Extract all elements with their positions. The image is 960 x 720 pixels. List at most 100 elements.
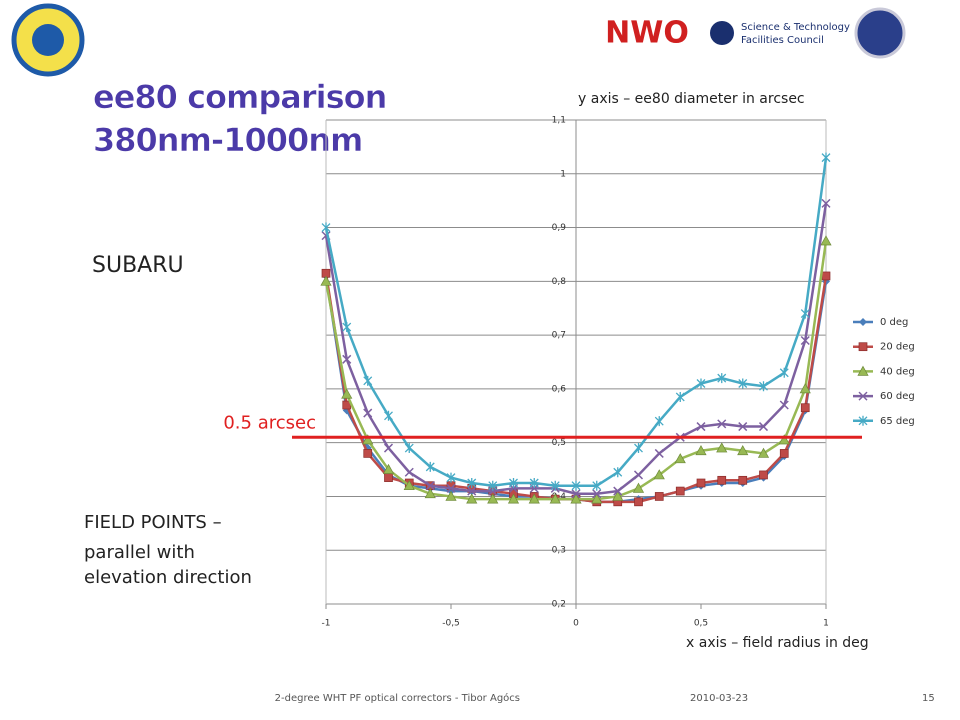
marker [384, 473, 393, 482]
marker [654, 492, 664, 501]
y-axis-label: y axis – ee80 diameter in arcsec [578, 91, 805, 107]
marker [696, 422, 706, 432]
marker [613, 467, 623, 478]
marker [857, 365, 869, 376]
y-tick-label: 0,3 [552, 546, 566, 556]
y-tick-label: 0,5 [552, 438, 566, 448]
marker [363, 408, 373, 418]
marker [758, 422, 769, 432]
marker [821, 152, 831, 163]
y-tick-label: 0,8 [552, 277, 567, 287]
x-tick-label: 0 [573, 619, 579, 629]
institute-logo [854, 7, 906, 59]
marker [341, 388, 353, 399]
marker [320, 275, 332, 286]
marker [509, 478, 518, 488]
y-tick-label: 0,2 [552, 600, 566, 610]
stfc-logo [710, 21, 734, 45]
marker [425, 481, 435, 491]
marker [634, 443, 643, 454]
marker [549, 493, 561, 504]
marker [363, 375, 373, 386]
marker [467, 486, 477, 496]
marker [403, 479, 415, 491]
slide-title: ee80 comparison [93, 78, 386, 116]
marker [858, 415, 868, 426]
marker [779, 449, 789, 458]
legend-label: 60 deg [880, 391, 915, 402]
x-axis-label: x axis – field radius in deg [686, 635, 869, 651]
threshold-label: 0.5 arcsec [223, 412, 316, 433]
marker [717, 419, 727, 429]
ing-logo-center [32, 24, 64, 56]
x-tick-label: -1 [322, 619, 331, 629]
marker [858, 391, 868, 401]
marker [404, 467, 414, 477]
y-tick-label: 1,1 [552, 116, 566, 126]
marker [592, 480, 602, 491]
marker [759, 381, 768, 392]
marker [445, 490, 457, 501]
marker [363, 449, 373, 458]
marker [613, 486, 623, 496]
marker [859, 318, 867, 326]
marker [425, 461, 435, 472]
marker [466, 493, 478, 504]
marker [799, 383, 811, 394]
marker [675, 486, 685, 496]
marker [487, 493, 499, 504]
marker [404, 443, 414, 454]
stfc-text: Facilities Council [741, 35, 824, 46]
marker [717, 475, 727, 485]
y-tick-label: 0,7 [552, 331, 566, 341]
marker [696, 478, 706, 488]
nwo-logo: NWO [605, 16, 689, 51]
legend-label: 0 deg [880, 317, 908, 328]
marker [778, 434, 790, 445]
marker [820, 235, 832, 246]
marker [779, 367, 789, 378]
page-number: 15 [922, 693, 935, 704]
marker [633, 470, 644, 480]
legend-label: 40 deg [880, 366, 915, 377]
marker [821, 198, 831, 208]
marker [362, 434, 374, 445]
note: parallel with [84, 542, 195, 563]
marker [570, 493, 582, 504]
marker [653, 469, 665, 480]
marker [674, 453, 686, 464]
marker [488, 480, 498, 491]
marker [738, 422, 748, 432]
marker [446, 472, 456, 483]
marker [695, 445, 707, 456]
x-tick-label: 0,5 [694, 619, 708, 629]
marker [612, 490, 624, 501]
marker [737, 445, 749, 456]
marker [424, 488, 436, 499]
y-tick-label: 0,9 [552, 223, 567, 233]
marker [592, 489, 602, 499]
marker [800, 335, 810, 346]
marker [446, 483, 456, 493]
marker [800, 308, 810, 319]
marker [634, 497, 643, 507]
legend-label: 65 deg [880, 416, 915, 427]
subtitle: SUBARU [92, 253, 184, 278]
marker [696, 378, 706, 389]
marker [529, 478, 539, 488]
marker [321, 222, 331, 233]
marker [716, 442, 728, 453]
marker [654, 416, 664, 427]
stfc-text: Science & Technology [741, 22, 850, 33]
marker [738, 378, 748, 389]
marker [342, 322, 352, 333]
marker [757, 447, 770, 458]
marker [591, 493, 603, 504]
marker [675, 391, 685, 402]
marker [571, 480, 581, 491]
marker [759, 470, 768, 480]
marker [507, 493, 520, 504]
marker [632, 482, 645, 493]
marker [858, 342, 868, 352]
